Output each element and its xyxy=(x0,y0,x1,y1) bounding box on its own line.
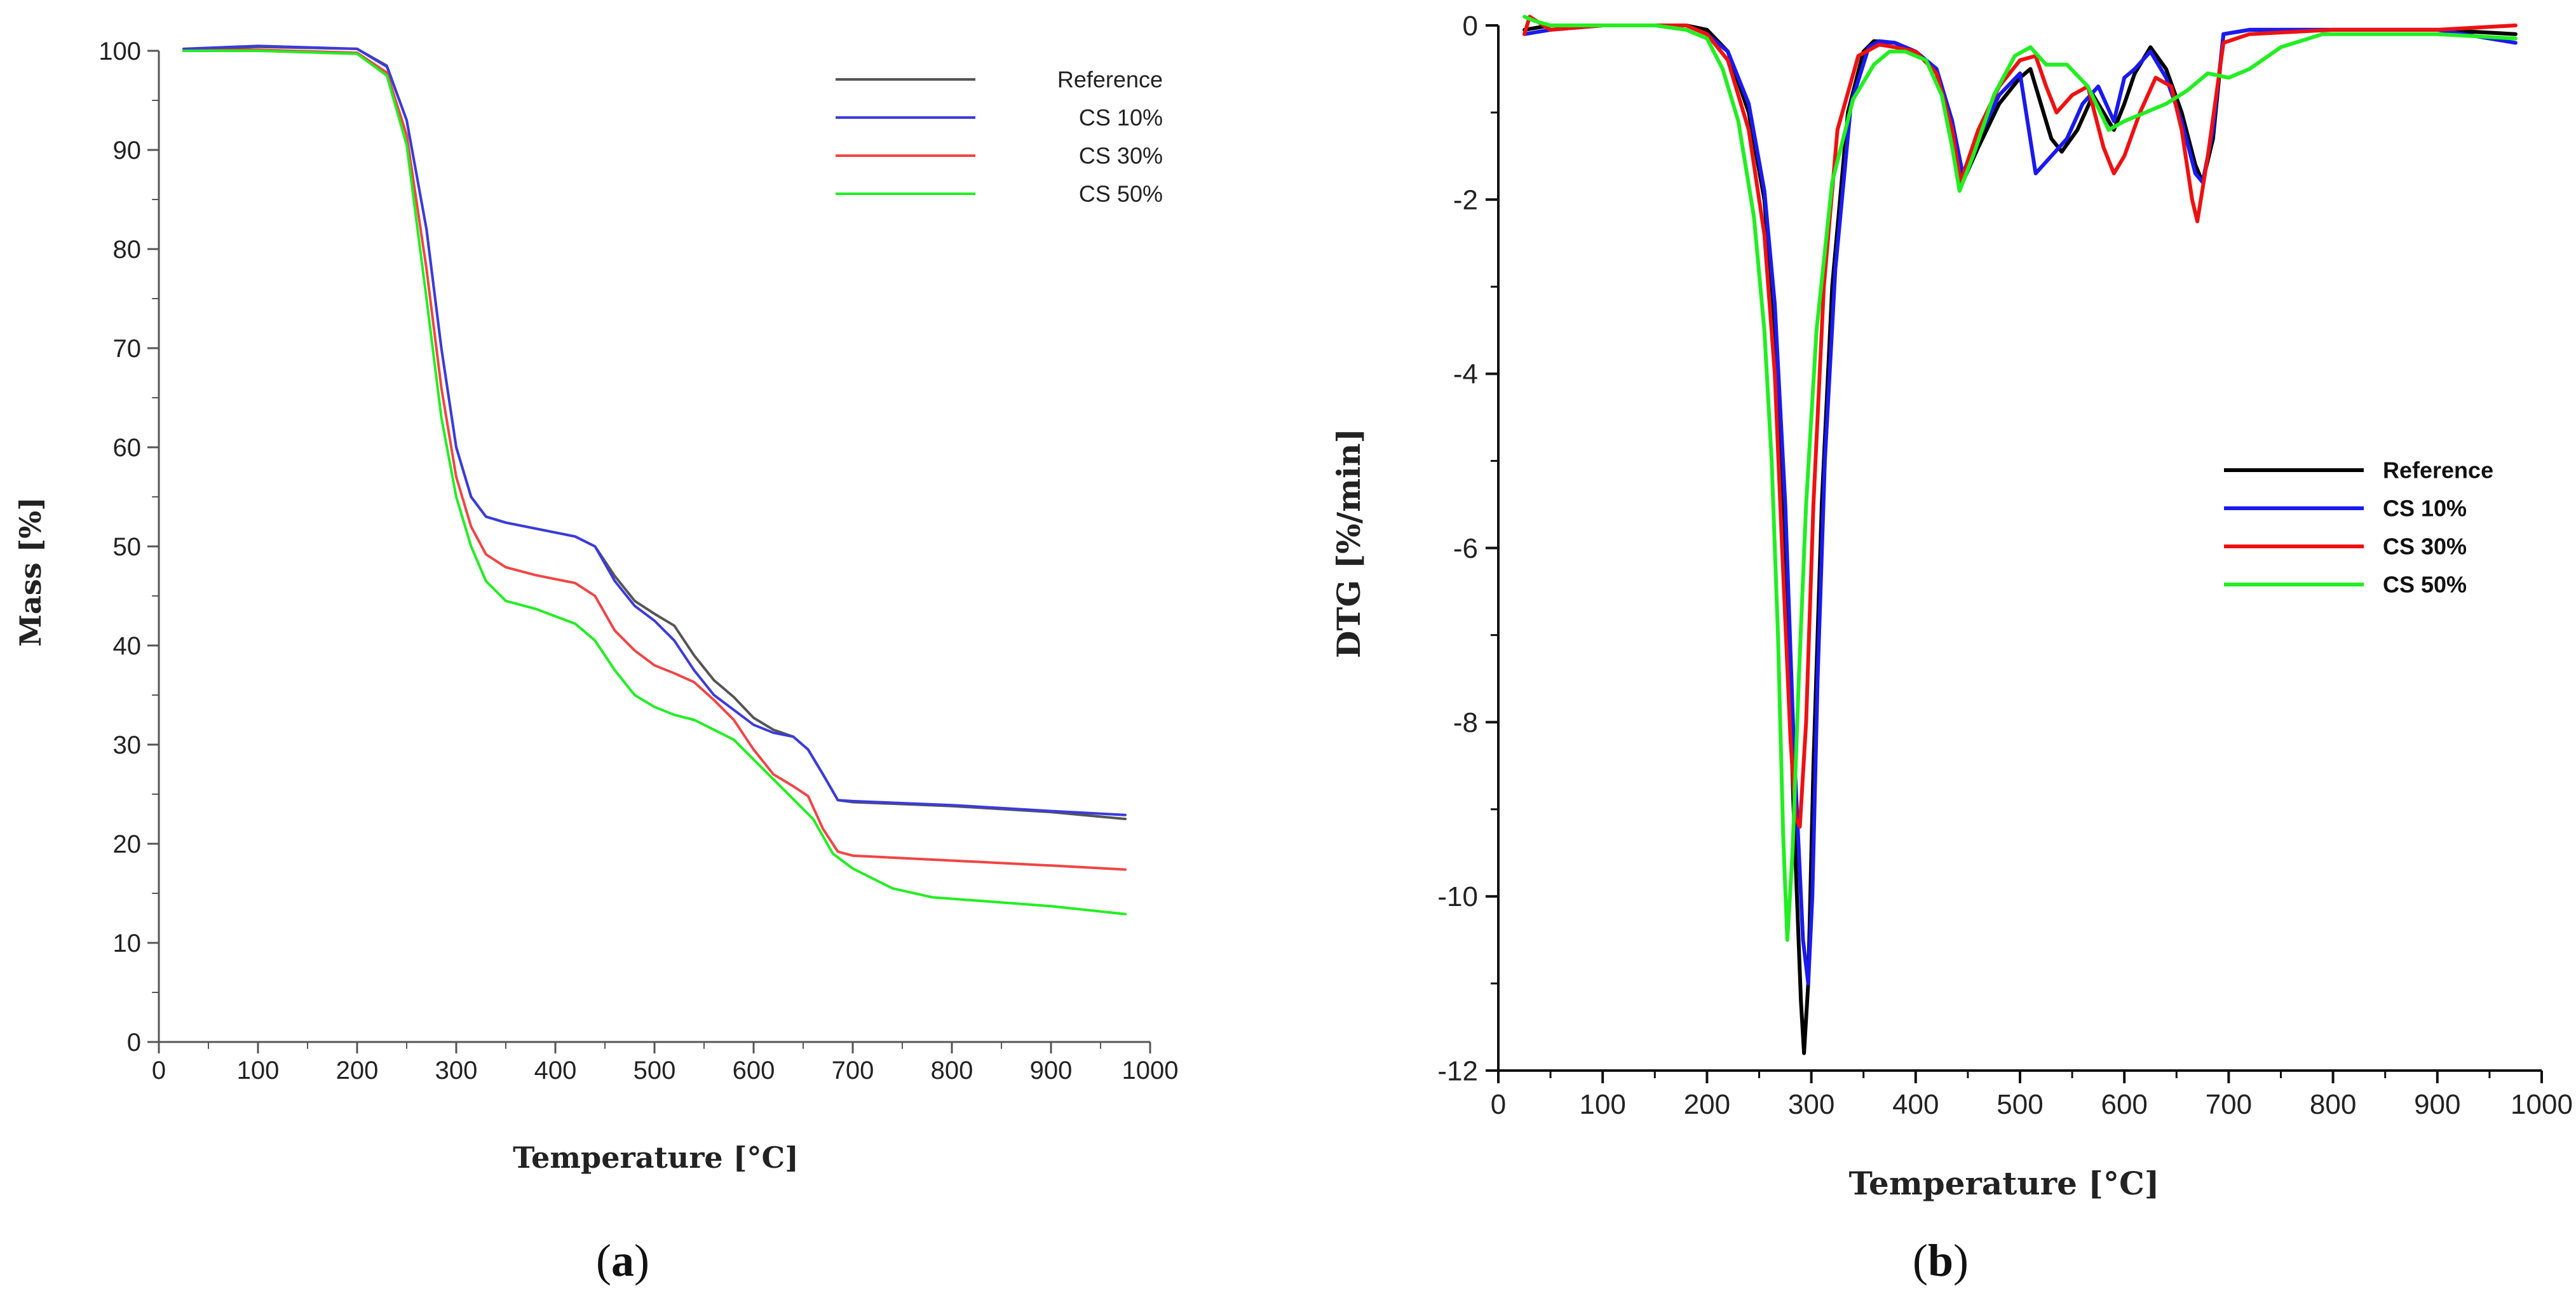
panel-a-series-line-cs-50 xyxy=(182,50,1127,916)
panel-b-y-tick-label: -6 xyxy=(1453,533,1478,564)
panel-b-axes: 0 100 200 300 400 500 600 700 800 900 1000 0 -2 -4 -6 -… xyxy=(1437,10,2573,1120)
panel-a-y-tick-label: 80 xyxy=(113,236,142,264)
panel-a-label-letter: a xyxy=(611,1235,634,1286)
panel-b-x-tick-label: 600 xyxy=(2101,1089,2147,1120)
panel-b-legend-label-cs-30: CS 30% xyxy=(2383,534,2467,560)
panel-b-dtg-chart: 0 100 200 300 400 500 600 700 800 900 1000 0 -2 -4 -6 -… xyxy=(1330,10,2573,1286)
panel-a-y-tick-label: 90 xyxy=(113,137,142,165)
panel-a-x-tick-label: 600 xyxy=(733,1057,775,1085)
panel-a-label: (a) xyxy=(596,1235,649,1286)
panel-b-y-tick-label: -8 xyxy=(1453,707,1478,738)
panel-a-y-tick-label: 40 xyxy=(113,632,142,660)
panel-a-x-tick-label: 900 xyxy=(1030,1057,1073,1085)
panel-b-series-line-reference xyxy=(1522,24,2518,1055)
panel-a-x-axis-title: Temperature [°C] xyxy=(513,1140,799,1175)
panel-b-x-tick-label: 400 xyxy=(1892,1089,1939,1120)
panel-b-legend: Reference CS 10% CS 30% CS 50% xyxy=(2224,457,2493,598)
panel-a-mass-chart: 0 100 200 300 400 500 600 700 800 900 1000 0 10 20 30 4… xyxy=(13,37,1178,1286)
panel-b-x-tick-label: 700 xyxy=(2206,1089,2252,1120)
panel-b-legend-label-reference: Reference xyxy=(2383,457,2493,483)
panel-b-legend-label-cs-50: CS 50% xyxy=(2383,572,2467,598)
panel-b-y-tick-label: -4 xyxy=(1453,359,1478,390)
panel-b-label-letter: b xyxy=(1928,1235,1953,1286)
panel-a-x-tick-label: 500 xyxy=(634,1057,676,1085)
panel-b-x-tick-label: 0 xyxy=(1491,1089,1506,1120)
panel-a-x-tick-label: 300 xyxy=(435,1057,478,1085)
panel-a-y-tick-label: 100 xyxy=(98,37,141,65)
panel-b-y-tick-label: -10 xyxy=(1437,881,1478,912)
panel-a-y-tick-label: 0 xyxy=(127,1029,141,1057)
panel-b-series-line-cs-10 xyxy=(1522,24,2518,985)
panel-a-y-tick-label: 30 xyxy=(113,731,142,759)
panel-b-x-tick-label: 200 xyxy=(1684,1089,1730,1120)
panel-a-series-line-cs-10 xyxy=(182,44,1127,816)
panel-a-legend-label-reference: Reference xyxy=(1057,67,1163,93)
panel-b-series-line-cs-30 xyxy=(1522,15,2518,829)
panel-b-x-tick-label: 800 xyxy=(2310,1089,2356,1120)
panel-a-series-line-reference xyxy=(182,45,1127,820)
panel-b-series xyxy=(1522,15,2518,1055)
panel-b-y-tick-label: -12 xyxy=(1437,1055,1478,1086)
panel-a-legend-label-cs-10: CS 10% xyxy=(1079,105,1163,131)
panel-b-series-line-cs-50 xyxy=(1522,15,2518,942)
panel-a-series-line-cs-30 xyxy=(182,48,1127,871)
panel-a-y-axis-title: Mass [%] xyxy=(13,497,48,647)
panel-b-y-axis-title: DTG [%/min] xyxy=(1330,428,1367,658)
panel-a-x-tick-label: 400 xyxy=(534,1057,577,1085)
panel-a-x-tick-label: 700 xyxy=(832,1057,874,1085)
panel-b-legend-label-cs-10: CS 10% xyxy=(2383,496,2467,522)
panel-a-series xyxy=(182,44,1127,916)
panel-a-x-tick-label: 1000 xyxy=(1122,1057,1179,1085)
panel-a-y-tick-label: 60 xyxy=(113,434,142,462)
panel-b-label: (b) xyxy=(1913,1235,1969,1286)
panel-a-x-tick-label: 100 xyxy=(237,1057,280,1085)
panel-b-x-tick-label: 100 xyxy=(1579,1089,1625,1120)
panel-b-y-tick-label: -2 xyxy=(1453,185,1478,216)
panel-b-y-tick-label: 0 xyxy=(1463,10,1478,41)
panel-b-x-tick-label: 300 xyxy=(1788,1089,1834,1120)
panel-b-x-tick-label: 500 xyxy=(1996,1089,2043,1120)
panel-a-legend-label-cs-30: CS 30% xyxy=(1079,143,1163,169)
panel-a-x-tick-label: 0 xyxy=(152,1057,166,1085)
panel-a-x-tick-label: 200 xyxy=(336,1057,379,1085)
panel-a-legend-label-cs-50: CS 50% xyxy=(1079,181,1163,207)
panel-a-axes: 0 100 200 300 400 500 600 700 800 900 1000 0 10 20 30 4… xyxy=(98,37,1178,1085)
panel-b-x-tick-label: 1000 xyxy=(2511,1089,2573,1120)
panel-a-y-tick-label: 50 xyxy=(113,533,142,561)
panel-a-legend: Reference CS 10% CS 30% CS 50% xyxy=(836,67,1163,207)
panel-a-y-tick-label: 20 xyxy=(113,830,142,858)
panel-a-y-tick-label: 10 xyxy=(113,930,142,957)
panel-b-x-tick-label: 900 xyxy=(2414,1089,2460,1120)
panel-a-x-tick-label: 800 xyxy=(931,1057,973,1085)
panel-b-x-axis-title: Temperature [°C] xyxy=(1849,1165,2160,1202)
panel-a-y-tick-label: 70 xyxy=(113,335,142,363)
